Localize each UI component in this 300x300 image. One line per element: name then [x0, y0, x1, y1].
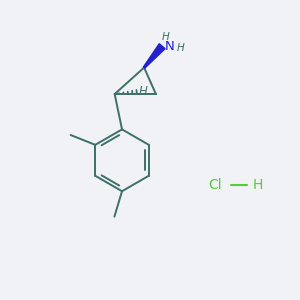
Text: H: H	[177, 43, 184, 53]
Text: Cl: Cl	[208, 178, 222, 192]
Text: H: H	[162, 32, 170, 42]
Text: H: H	[139, 85, 148, 98]
Text: H: H	[252, 178, 263, 192]
Polygon shape	[143, 44, 165, 68]
Text: N: N	[165, 40, 174, 53]
